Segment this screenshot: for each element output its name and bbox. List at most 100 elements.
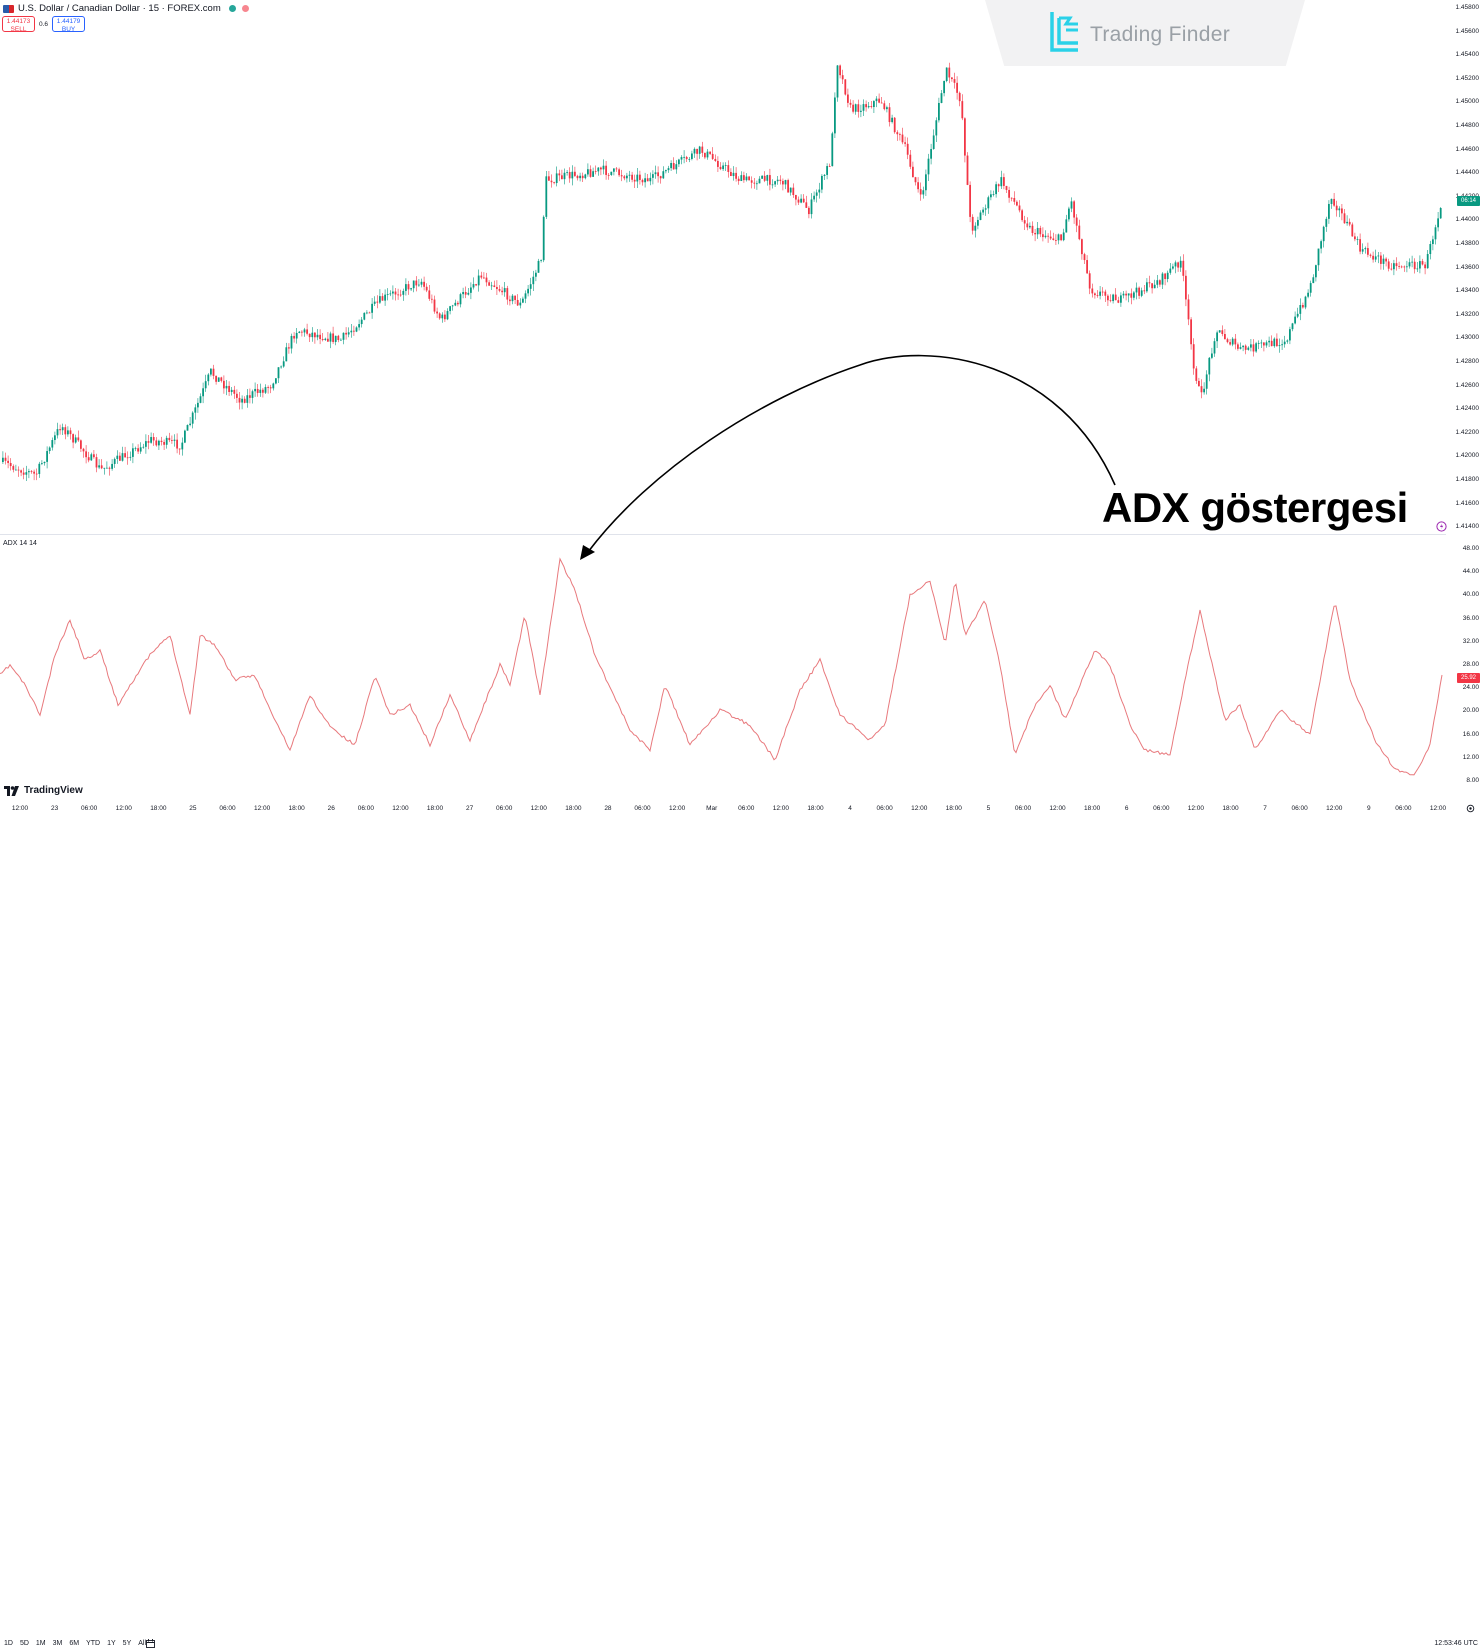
adx-chart[interactable] bbox=[0, 535, 1446, 800]
sell-button[interactable]: 1.44173 SELL bbox=[2, 16, 35, 33]
pane-separator[interactable] bbox=[0, 534, 1446, 535]
range-button[interactable]: YTD bbox=[86, 1640, 101, 1647]
candle-body bbox=[1151, 283, 1153, 289]
price-axis[interactable]: 1.45800 1.45600 1.45400 1.45200 1.45000 1.448… bbox=[1446, 0, 1480, 534]
calendar-icon[interactable] bbox=[146, 1639, 155, 1648]
candle-body bbox=[446, 311, 449, 320]
currency-flag-icon bbox=[3, 4, 14, 13]
candle-body bbox=[1156, 280, 1159, 285]
candle-body bbox=[449, 306, 451, 312]
gear-icon[interactable] bbox=[1466, 804, 1475, 813]
candle-body bbox=[519, 302, 522, 306]
candle-body bbox=[566, 172, 568, 173]
range-button[interactable]: 1D bbox=[4, 1640, 13, 1647]
range-button[interactable]: 1M bbox=[35, 1640, 46, 1647]
candle-body bbox=[1333, 198, 1335, 206]
candle-body bbox=[488, 282, 490, 286]
adx-tick-label: 28.00 bbox=[1462, 661, 1479, 668]
candle-body bbox=[753, 182, 756, 184]
candle-body bbox=[1159, 280, 1161, 285]
candle-body bbox=[251, 391, 254, 398]
time-tick-label: 06:00 bbox=[634, 805, 651, 812]
candle-body bbox=[334, 335, 337, 342]
candle-body bbox=[350, 330, 353, 333]
clock[interactable]: 12:53:46 UTC bbox=[1434, 1640, 1478, 1647]
price-chart[interactable] bbox=[0, 0, 1446, 534]
price-tick-label: 1.42200 bbox=[1455, 428, 1480, 436]
candle-body bbox=[805, 202, 808, 208]
candle-body bbox=[1107, 295, 1109, 301]
buy-button[interactable]: 1.44179 BUY bbox=[52, 16, 86, 33]
candle-body bbox=[620, 175, 623, 177]
candle-body bbox=[381, 296, 384, 301]
candle-body bbox=[532, 276, 535, 285]
time-tick-label: 9 bbox=[1367, 805, 1371, 812]
time-tick-label: 06:00 bbox=[81, 805, 98, 812]
time-tick-label: 06:00 bbox=[1395, 805, 1412, 812]
candle-body bbox=[207, 374, 210, 382]
candle-body bbox=[163, 441, 165, 445]
time-tick-label: 06:00 bbox=[876, 805, 893, 812]
candle-body bbox=[1343, 213, 1346, 224]
candle-body bbox=[152, 437, 155, 441]
candle-body bbox=[1359, 239, 1361, 252]
range-button[interactable]: 5Y bbox=[122, 1640, 132, 1647]
range-button[interactable]: 1Y bbox=[107, 1640, 116, 1647]
candle-body bbox=[701, 146, 704, 153]
candle-body bbox=[943, 81, 945, 94]
candle-body bbox=[581, 175, 584, 179]
candle-body bbox=[948, 67, 951, 78]
range-button[interactable]: 5D bbox=[19, 1640, 29, 1647]
candle-body bbox=[186, 425, 189, 431]
candle-body bbox=[1044, 235, 1047, 238]
candle-body bbox=[821, 175, 823, 190]
candle-body bbox=[15, 469, 17, 471]
adx-value-badge: 25.92 bbox=[1457, 673, 1480, 683]
symbol-row[interactable]: U.S. Dollar / Canadian Dollar · 15 · FOR… bbox=[3, 3, 249, 14]
adx-indicator-label[interactable]: ADX 14 14 bbox=[3, 540, 37, 547]
candle-body bbox=[1013, 197, 1016, 202]
candle-body bbox=[262, 389, 264, 393]
candle-body bbox=[613, 168, 615, 172]
adx-axis[interactable]: 48.00 44.00 40.00 36.00 32.00 28.00 24.00 20.00… bbox=[1446, 534, 1480, 800]
candle-body bbox=[670, 163, 672, 169]
candle-body bbox=[691, 153, 693, 159]
range-button[interactable]: 3M bbox=[52, 1640, 63, 1647]
candle-body bbox=[285, 347, 288, 362]
candle-body bbox=[774, 181, 776, 185]
time-tick-label: 28 bbox=[604, 805, 612, 812]
candle-body bbox=[1356, 239, 1359, 240]
range-button[interactable]: 6M bbox=[69, 1640, 80, 1647]
time-axis[interactable]: 12:00 23 06:00 12:00 18:00 25 06:00 12:00 18:00 2… bbox=[0, 801, 1446, 815]
lightning-icon[interactable] bbox=[1436, 521, 1447, 532]
candle-body bbox=[1101, 291, 1104, 293]
range-button[interactable]: All bbox=[138, 1640, 147, 1647]
time-tick-label: 12:00 bbox=[1326, 805, 1343, 812]
symbol-title[interactable]: U.S. Dollar / Canadian Dollar · 15 · FOR… bbox=[18, 3, 221, 14]
candle-body bbox=[1255, 343, 1257, 352]
candle-body bbox=[355, 327, 358, 332]
candle-body bbox=[155, 440, 158, 446]
candle-body bbox=[171, 440, 173, 441]
candle-body bbox=[865, 104, 867, 108]
candle-body bbox=[722, 165, 724, 170]
candle-body bbox=[1382, 258, 1385, 264]
tradingview-brand[interactable]: TradingView bbox=[4, 785, 83, 796]
time-tick-label: 06:00 bbox=[1153, 805, 1170, 812]
candle-body bbox=[1203, 388, 1205, 393]
candle-body bbox=[922, 190, 925, 195]
candle-body bbox=[1138, 287, 1140, 296]
candle-body bbox=[844, 79, 847, 95]
candle-body bbox=[1237, 344, 1239, 349]
candle-body bbox=[384, 294, 386, 301]
time-tick-label: 18:00 bbox=[1222, 805, 1239, 812]
candle-body bbox=[184, 430, 186, 443]
candle-body bbox=[925, 174, 927, 191]
candle-body bbox=[1148, 282, 1151, 284]
time-tick-label: 18:00 bbox=[945, 805, 962, 812]
candle-body bbox=[1351, 224, 1354, 237]
candle-body bbox=[7, 460, 9, 463]
candle-body bbox=[243, 398, 246, 403]
candle-body bbox=[899, 134, 901, 136]
candle-body bbox=[771, 184, 774, 186]
